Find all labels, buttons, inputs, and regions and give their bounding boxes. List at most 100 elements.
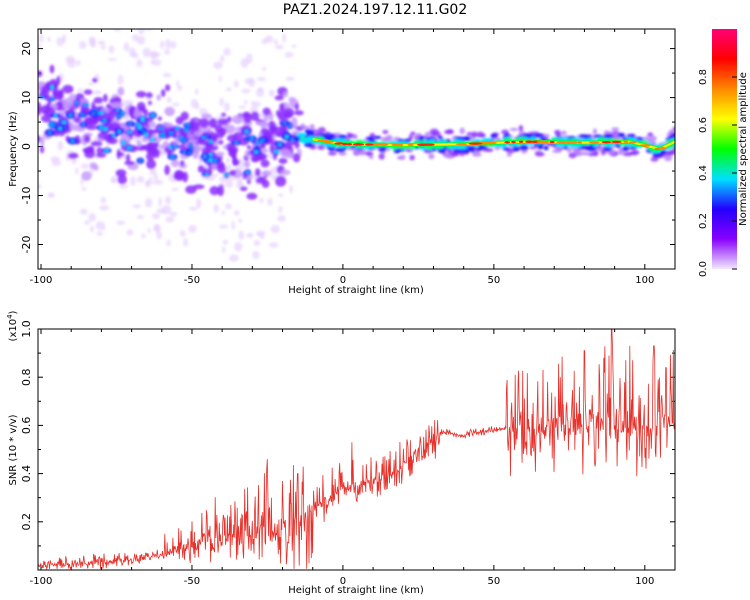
spectrogram-x-tick-label: 50 [487,275,500,286]
colorbar-ticks: 0.0 0.2 0.4 0.6 0.8 [698,69,737,277]
spectrogram-blob [277,215,286,222]
spectrogram-blob [168,131,174,135]
spectrogram-blob [551,149,562,154]
spectrogram-blob [256,76,267,82]
spectrogram-blob [229,254,239,262]
spectrogram-blob [194,88,199,95]
spectrogram-blob [198,160,202,165]
spectrogram-blob [233,80,239,88]
spectrogram-blob [261,170,272,177]
spectrogram-blob [518,125,524,132]
spectrogram-blob [136,59,143,68]
spectrogram-blob [145,92,153,99]
spectrogram-y-tick-label: 0 [20,143,33,150]
spectrogram-blob [650,157,659,162]
spectrogram-blob [104,149,110,152]
spectrogram-blob [150,114,155,117]
spectrogram-blob [255,141,260,145]
spectrogram-blob [179,230,186,237]
spectrogram-peak [559,141,567,144]
spectrogram-blob [121,141,126,145]
spectrogram-blob [164,49,171,55]
snr-y-tick-label: 0.6 [20,417,33,435]
spectrogram-blob [196,198,202,209]
spectrogram-blob [217,139,224,145]
spectrogram-blob [117,86,125,96]
snr-scale-label: (x104) [6,310,19,341]
spectrogram-blob [250,111,260,122]
spectrogram-blob [296,132,306,138]
spectrogram-blob [52,11,57,17]
spectrogram-blob [41,95,44,98]
spectrogram-field [37,11,682,262]
spectrogram-blob [294,103,299,111]
spectrogram-blob [37,21,46,27]
spectrogram-blob [57,140,64,151]
spectrogram-blob [165,84,171,92]
spectrogram-blob [534,133,545,137]
spectrogram-blob [277,143,282,146]
figure-title: PAZ1.2024.197.12.11.G02 [282,2,468,18]
spectrogram-blob [650,135,657,142]
spectrogram-blob [182,150,186,154]
spectrogram-peak [623,140,629,143]
spectrogram-blob [239,186,248,192]
spectrogram-blob [160,89,166,98]
spectrogram-blob [88,82,94,86]
spectrogram-blob [678,139,682,143]
spectrogram-blob [144,198,153,208]
spectrogram-blob [116,107,120,112]
snr-y-tick-label: 0.8 [20,368,33,386]
spectrogram-blob [537,144,544,150]
spectrogram-blob [188,224,197,233]
spectrogram-blob [154,136,162,143]
spectrogram-blob [481,138,492,143]
spectrogram-blob [126,229,134,236]
spectrogram-blob [244,77,254,85]
spectrogram-blob [264,35,274,43]
spectrogram-blob [132,108,143,118]
spectrogram-blob [48,131,52,135]
spectrogram-blob [79,208,88,215]
spectrogram-blob [574,151,584,156]
spectrogram-ridge [312,137,675,151]
spectrogram-blob [147,227,151,234]
colorbar-label: Normalized spectral amplitude [738,72,749,226]
spectrogram-blob [400,154,406,161]
spectrogram-blob [116,114,122,118]
spectrogram-blob [135,90,147,98]
spectrogram-blob [38,184,42,189]
spectrogram-blob [97,138,103,143]
spectrogram-blob [149,50,158,60]
spectrogram-blob [443,129,454,135]
spectrogram-blob [151,59,162,66]
spectrogram-blob [47,36,51,42]
snr-series-line [38,329,675,570]
spectrogram-blob [493,133,498,138]
colorbar-tick-label: 0.8 [698,69,709,85]
spectrogram-blob [225,157,231,163]
spectrogram-blob [156,230,162,240]
spectrogram-blob [212,134,219,143]
spectrogram-peak [629,141,637,144]
spectrogram-blob [418,135,424,141]
spectrogram-blob [92,90,102,95]
spectrogram-blob [103,127,108,131]
spectrogram-blob [68,113,73,118]
spectrogram-blob [182,171,189,183]
spectrogram-blob [107,58,118,62]
spectrogram-blob [254,168,261,177]
spectrogram-peak [426,143,435,146]
spectrogram-blob [84,149,96,159]
spectrogram-blob [243,100,248,105]
spectrogram-blob [215,151,225,157]
spectrogram-blob [268,242,279,248]
spectrogram-blob [148,177,153,182]
spectrogram-blob [174,126,180,131]
spectrogram-blob [92,77,98,83]
spectrogram-blob [158,196,162,207]
spectrogram-blob [39,145,45,154]
spectrogram-blob [145,29,153,31]
spectrogram-blob [53,90,64,101]
spectrogram-blob [85,124,98,131]
